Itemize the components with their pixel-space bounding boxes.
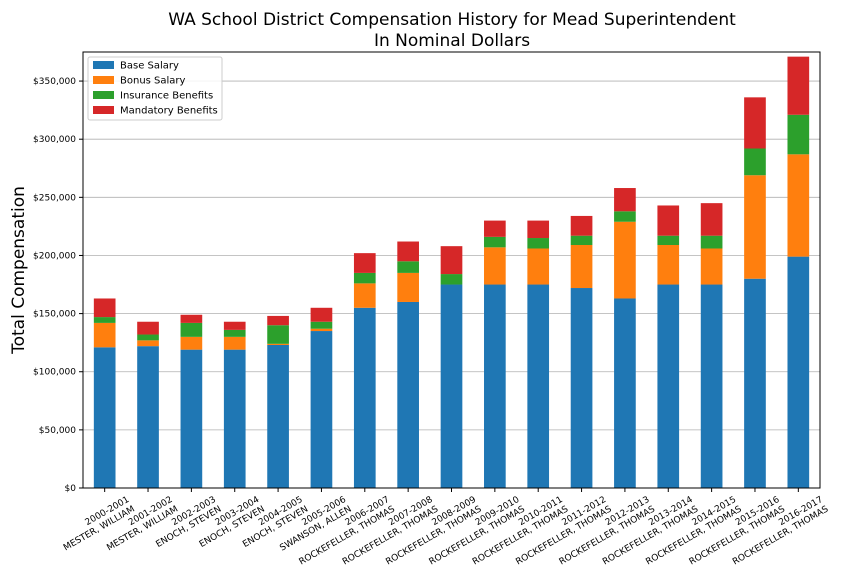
bar-insurance-benefits xyxy=(310,321,333,329)
bar-base-salary xyxy=(570,288,593,488)
y-tick-label: $250,000 xyxy=(33,193,76,203)
y-axis-ticks: $0 $50,000 $100,000 $150,000 $200,000 $250,00… xyxy=(33,77,83,494)
bar-mandatory-benefits xyxy=(397,241,419,262)
bar-insurance-benefits xyxy=(570,235,593,246)
bar-mandatory-benefits xyxy=(310,307,333,322)
bar-mandatory-benefits xyxy=(744,97,766,149)
legend-label: Mandatory Benefits xyxy=(120,106,218,117)
legend: Base Salary Bonus Salary Insurance Benefit… xyxy=(87,56,223,121)
bar-insurance-benefits xyxy=(527,238,550,249)
bar-insurance-benefits xyxy=(223,329,246,337)
bar-insurance-benefits xyxy=(744,148,766,176)
y-tick-label: $350,000 xyxy=(33,77,76,87)
legend-label: Insurance Benefits xyxy=(120,91,213,102)
bar-insurance-benefits xyxy=(137,334,159,341)
y-tick-label: $100,000 xyxy=(33,368,76,378)
bar-base-salary xyxy=(267,344,289,488)
bar-bonus-salary xyxy=(353,283,376,308)
bar-insurance-benefits xyxy=(484,236,506,248)
y-tick-label: $50,000 xyxy=(39,426,76,436)
legend-label: Bonus Salary xyxy=(120,76,186,87)
bar-mandatory-benefits xyxy=(353,253,376,273)
bar-insurance-benefits xyxy=(614,211,636,222)
bar-bonus-salary xyxy=(614,221,636,299)
bars xyxy=(93,56,810,488)
bar-bonus-salary xyxy=(787,154,810,257)
bar-bonus-salary xyxy=(700,248,723,285)
bar-base-salary xyxy=(397,301,419,488)
bar-insurance-benefits xyxy=(180,322,203,337)
bar-mandatory-benefits xyxy=(700,203,723,236)
bar-mandatory-benefits xyxy=(93,298,116,318)
chart-subtitle: In Nominal Dollars xyxy=(374,31,530,51)
y-tick-label: $150,000 xyxy=(33,310,76,320)
bar-bonus-salary xyxy=(310,328,333,332)
bar-bonus-salary xyxy=(223,336,246,350)
bar-bonus-salary xyxy=(484,247,506,285)
legend-box xyxy=(87,56,223,121)
chart-title: WA School District Compensation History … xyxy=(168,10,736,30)
bar-base-salary xyxy=(93,347,116,488)
y-axis-label: Total Compensation xyxy=(9,186,29,355)
bar-bonus-salary xyxy=(744,175,766,279)
bar-base-salary xyxy=(527,284,550,488)
bar-mandatory-benefits xyxy=(787,56,810,115)
bar-mandatory-benefits xyxy=(267,315,289,326)
bar-bonus-salary xyxy=(570,245,593,289)
bar-insurance-benefits xyxy=(440,274,463,285)
bar-base-salary xyxy=(353,307,376,488)
bar-base-salary xyxy=(484,284,506,488)
bar-bonus-salary xyxy=(397,272,419,302)
bar-insurance-benefits xyxy=(397,261,419,273)
bar-mandatory-benefits xyxy=(440,246,463,275)
bar-base-salary xyxy=(223,349,246,488)
bar-base-salary xyxy=(700,284,723,488)
bar-insurance-benefits xyxy=(657,235,680,246)
y-tick-label: $0 xyxy=(65,484,77,494)
bar-base-salary xyxy=(137,346,159,488)
bar-bonus-salary xyxy=(137,340,159,347)
legend-swatch xyxy=(93,76,114,84)
bar-base-salary xyxy=(180,349,203,488)
legend-swatch xyxy=(93,106,114,114)
bar-bonus-salary xyxy=(267,343,289,345)
bar-mandatory-benefits xyxy=(657,205,680,236)
bar-mandatory-benefits xyxy=(223,321,246,330)
bar-insurance-benefits xyxy=(267,325,289,344)
bar-bonus-salary xyxy=(657,245,680,285)
y-tick-label: $300,000 xyxy=(33,135,76,145)
bar-insurance-benefits xyxy=(93,317,116,323)
bar-bonus-salary xyxy=(527,248,550,285)
bar-base-salary xyxy=(614,298,636,488)
bar-mandatory-benefits xyxy=(180,314,203,323)
bar-mandatory-benefits xyxy=(570,215,593,236)
bar-insurance-benefits xyxy=(787,114,810,155)
bar-mandatory-benefits xyxy=(137,321,159,335)
bar-insurance-benefits xyxy=(353,272,376,284)
bar-bonus-salary xyxy=(93,322,116,348)
legend-swatch xyxy=(93,61,114,69)
bar-mandatory-benefits xyxy=(527,220,550,239)
bar-base-salary xyxy=(310,331,333,488)
bar-bonus-salary xyxy=(180,336,203,350)
bar-base-salary xyxy=(787,256,810,488)
bar-base-salary xyxy=(744,278,766,488)
bar-base-salary xyxy=(440,284,463,488)
legend-label: Base Salary xyxy=(120,61,179,72)
bar-mandatory-benefits xyxy=(484,220,506,237)
bar-base-salary xyxy=(657,284,680,488)
bar-insurance-benefits xyxy=(700,235,723,249)
y-tick-label: $200,000 xyxy=(33,251,76,261)
bar-mandatory-benefits xyxy=(614,188,636,212)
legend-swatch xyxy=(93,91,114,99)
